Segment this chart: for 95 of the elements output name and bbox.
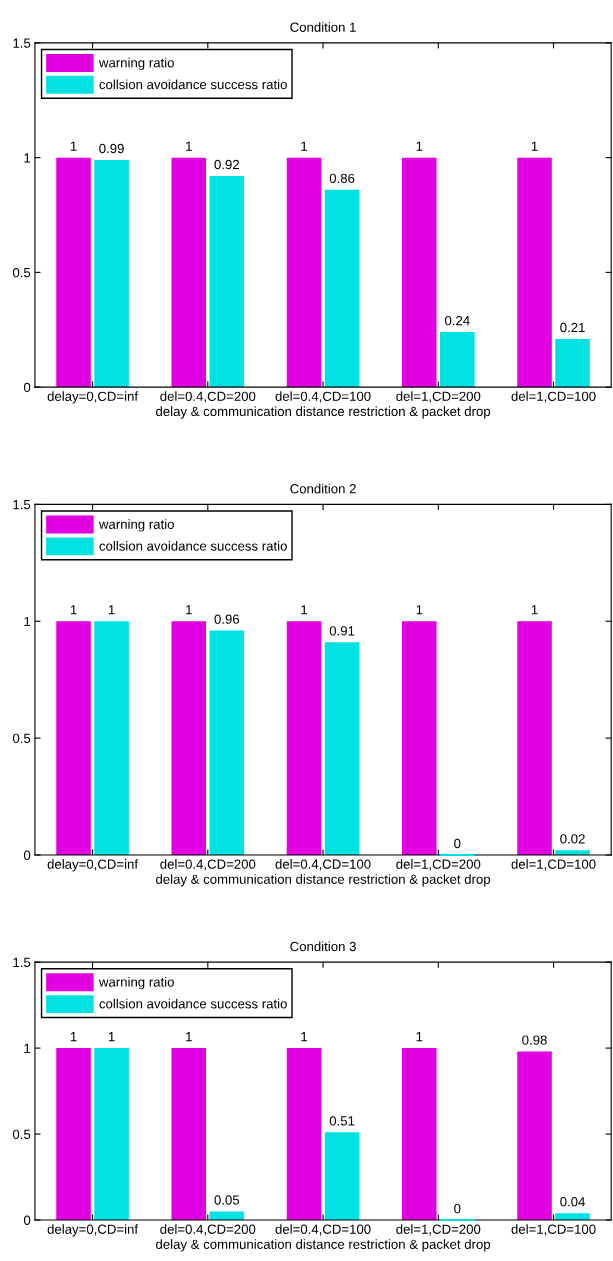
data-label: 0.86 bbox=[329, 173, 355, 183]
x-tick-label: del=1,CD=100 bbox=[511, 859, 596, 871]
x-tick-label: del=1,CD=200 bbox=[396, 1224, 481, 1236]
data-label: 1 bbox=[108, 605, 115, 615]
x-tick-label: delay=0,CD=inf bbox=[47, 1224, 139, 1237]
data-label: 1 bbox=[301, 605, 308, 615]
data-label: 0.04 bbox=[560, 1197, 586, 1207]
data-label: 1 bbox=[70, 1032, 77, 1042]
bar bbox=[286, 157, 322, 388]
y-tick-label: 0 bbox=[23, 382, 31, 393]
x-tick-label: delay=0,CD=inf bbox=[47, 391, 139, 404]
bar bbox=[440, 332, 475, 388]
chart-title: Condition 3 bbox=[290, 941, 356, 952]
x-tick-label: del=1,CD=200 bbox=[396, 391, 481, 403]
y-tick-label: 0 bbox=[23, 850, 31, 860]
bar bbox=[324, 189, 360, 388]
x-tick-label: del=0.4,CD=100 bbox=[275, 391, 371, 403]
y-tick-label: 0 bbox=[23, 1215, 31, 1225]
data-label: 1 bbox=[108, 1032, 115, 1042]
bar bbox=[56, 157, 91, 388]
data-label: 0.02 bbox=[560, 834, 585, 844]
y-tick-label: 0.5 bbox=[12, 267, 31, 278]
data-label: 0.98 bbox=[522, 1035, 547, 1045]
data-label: 1 bbox=[416, 141, 423, 151]
data-label: 0.92 bbox=[214, 159, 239, 170]
x-tick-label: delay=0,CD=inf bbox=[47, 859, 139, 872]
bar bbox=[286, 1048, 322, 1221]
bar bbox=[401, 621, 437, 855]
x-tick-label: del=0.4,CD=200 bbox=[160, 391, 256, 403]
bar bbox=[517, 621, 552, 855]
x-tick-label: del=0.4,CD=100 bbox=[275, 1224, 371, 1236]
bar bbox=[555, 338, 590, 388]
y-tick-label: 1.5 bbox=[13, 38, 31, 48]
chart-title: Condition 2 bbox=[290, 483, 356, 494]
y-tick-label: 1.5 bbox=[13, 500, 31, 510]
bar bbox=[401, 1048, 437, 1221]
x-tick-label: del=0.4,CD=100 bbox=[275, 859, 371, 871]
y-tick-label: 1 bbox=[24, 153, 31, 163]
legend-label: warning ratio bbox=[98, 976, 174, 990]
data-label: 0.99 bbox=[99, 143, 124, 154]
bar bbox=[286, 621, 322, 855]
data-label: 1 bbox=[301, 141, 308, 151]
bar bbox=[209, 175, 245, 388]
bar bbox=[209, 630, 245, 855]
bar bbox=[94, 621, 129, 855]
data-label: 0.05 bbox=[214, 1195, 240, 1205]
legend-label: warning ratio bbox=[98, 519, 174, 532]
data-label: 1 bbox=[186, 1032, 192, 1042]
data-label: 0 bbox=[454, 1203, 461, 1214]
data-label: 0.96 bbox=[214, 614, 240, 624]
data-label: 0.21 bbox=[560, 322, 585, 333]
bar bbox=[171, 157, 207, 388]
legend-label: warning ratio bbox=[98, 57, 174, 71]
data-label: 0 bbox=[454, 838, 461, 849]
bar bbox=[56, 1048, 91, 1221]
bar bbox=[517, 1051, 552, 1221]
bar bbox=[171, 621, 207, 855]
bar bbox=[324, 1132, 360, 1221]
bar bbox=[94, 1048, 129, 1221]
data-label: 0.24 bbox=[444, 315, 470, 326]
data-label: 0.51 bbox=[329, 1116, 355, 1126]
x-axis-title: delay & communication distance restriction & packet drop bbox=[156, 406, 491, 419]
data-label: 1 bbox=[70, 141, 77, 151]
chart-title: Condition 1 bbox=[290, 22, 356, 32]
data-label: 1 bbox=[531, 141, 538, 151]
bar bbox=[209, 1211, 245, 1221]
y-tick-label: 0.5 bbox=[12, 733, 31, 744]
y-tick-label: 1 bbox=[24, 616, 31, 627]
bar bbox=[171, 1048, 207, 1221]
legend-label: collsion avoidance success ratio bbox=[99, 998, 287, 1009]
bar bbox=[401, 157, 437, 388]
data-label: 1 bbox=[416, 605, 423, 615]
y-tick-label: 1.5 bbox=[13, 957, 31, 968]
legend-label: collsion avoidance success ratio bbox=[99, 541, 287, 551]
x-tick-label: del=1,CD=100 bbox=[511, 391, 596, 403]
bar bbox=[56, 621, 91, 855]
y-tick-label: 1 bbox=[24, 1043, 31, 1053]
bar bbox=[94, 159, 129, 388]
x-tick-label: del=1,CD=200 bbox=[396, 859, 481, 871]
y-tick-label: 0.5 bbox=[12, 1129, 31, 1139]
data-label: 0.91 bbox=[329, 626, 355, 636]
bar bbox=[517, 157, 552, 388]
data-label: 1 bbox=[70, 605, 77, 615]
x-axis-title: delay & communication distance restriction & packet drop bbox=[156, 874, 491, 887]
x-tick-label: del=0.4,CD=200 bbox=[160, 859, 256, 871]
legend-label: collsion avoidance success ratio bbox=[99, 79, 287, 90]
data-label: 1 bbox=[416, 1032, 423, 1042]
data-label: 1 bbox=[186, 605, 192, 615]
data-label: 1 bbox=[186, 141, 192, 151]
data-label: 1 bbox=[301, 1032, 308, 1042]
x-axis-title: delay & communication distance restriction & packet drop bbox=[156, 1239, 491, 1252]
bar bbox=[324, 642, 360, 855]
data-label: 1 bbox=[531, 605, 538, 615]
x-tick-label: del=1,CD=100 bbox=[511, 1224, 596, 1236]
x-tick-label: del=0.4,CD=200 bbox=[160, 1224, 256, 1236]
